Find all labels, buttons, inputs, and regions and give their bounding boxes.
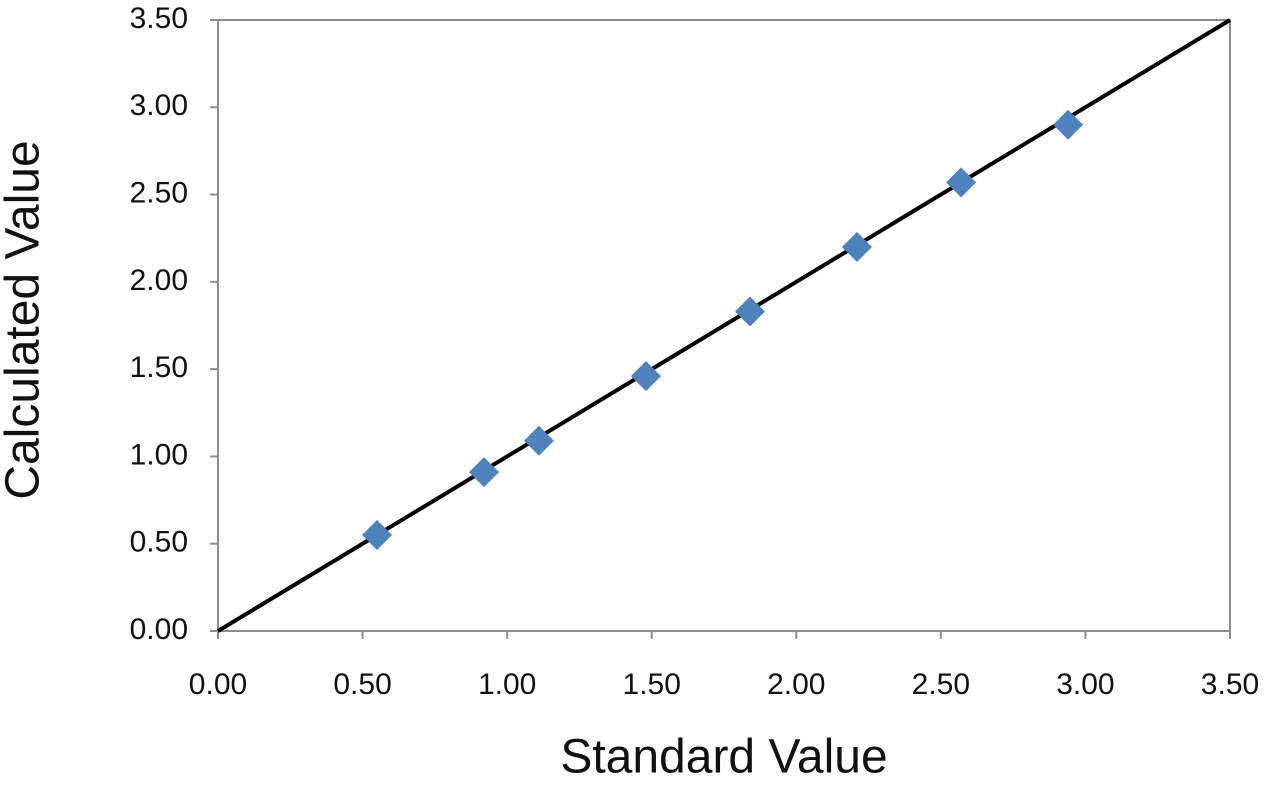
point — [523, 425, 554, 456]
point — [1053, 109, 1084, 140]
y-tick-label: 2.50 — [130, 176, 188, 209]
x-tick-label: 0.00 — [189, 668, 247, 701]
point — [630, 361, 661, 392]
x-tick-label: 3.50 — [1201, 668, 1259, 701]
x-tick-label: 3.00 — [1056, 668, 1114, 701]
x-axis-title: Standard Value — [560, 731, 887, 784]
y-tick-label: 2.00 — [130, 264, 188, 297]
plot-frame — [217, 19, 1231, 632]
y-tick-label: 0.50 — [130, 526, 188, 559]
x-tick-label: 1.00 — [478, 668, 536, 701]
x-tick-label: 1.50 — [623, 668, 681, 701]
x-tick-label: 0.50 — [333, 668, 391, 701]
y-tick-label: 1.00 — [130, 438, 188, 471]
x-tick-label: 2.00 — [767, 668, 825, 701]
x-tick-label: 2.50 — [912, 668, 970, 701]
y-tick-label: 0.00 — [130, 613, 188, 646]
y-tick-label: 1.50 — [130, 351, 188, 384]
point — [946, 167, 977, 198]
point — [469, 457, 500, 488]
point — [842, 231, 873, 262]
point — [735, 296, 766, 327]
point — [362, 519, 393, 550]
y-tick-label: 3.00 — [130, 89, 188, 122]
y-axis-title: Calculated Value — [0, 140, 50, 499]
y-tick-label: 3.50 — [130, 2, 188, 35]
